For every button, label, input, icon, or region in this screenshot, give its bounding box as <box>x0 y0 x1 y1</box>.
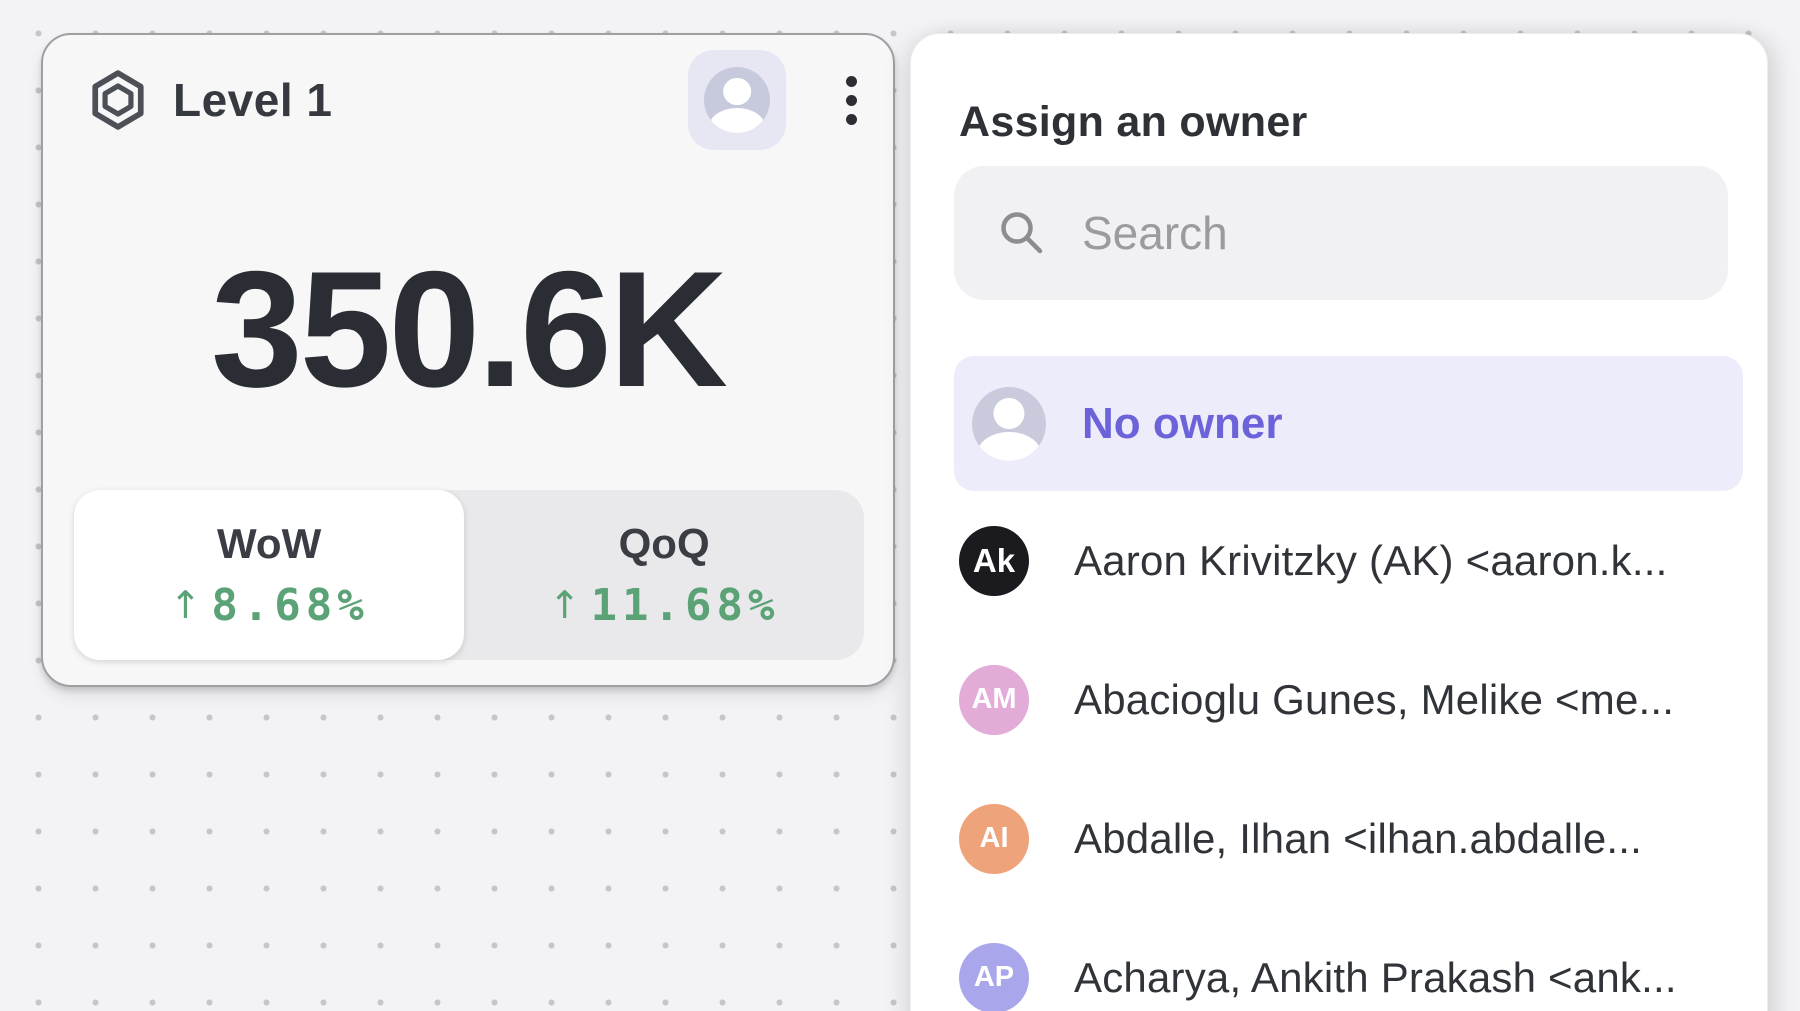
tab-wow-delta-value: 8.68% <box>211 579 369 631</box>
tab-wow[interactable]: WoW ↑ 8.68% <box>74 490 465 660</box>
owner-list: Ak Aaron Krivitzky (AK) <aaron.k... AM A… <box>911 491 1767 1011</box>
panel-title: Assign an owner <box>959 98 1308 146</box>
owner-list-item[interactable]: AP Acharya, Ankith Prakash <ank... <box>911 908 1767 1011</box>
owner-search-box[interactable] <box>954 166 1728 300</box>
no-owner-option[interactable]: No owner <box>954 356 1743 491</box>
owner-avatar-icon <box>704 67 770 133</box>
tab-qoq-delta-value: 11.68% <box>590 579 780 631</box>
avatar: AM <box>959 664 1029 735</box>
assign-owner-button[interactable] <box>688 50 786 150</box>
no-owner-label: No owner <box>1082 398 1283 448</box>
no-owner-avatar-icon <box>972 386 1046 461</box>
up-arrow-icon: ↑ <box>169 583 202 627</box>
tab-wow-label: WoW <box>217 519 322 567</box>
metric-value: 350.6K <box>210 237 728 421</box>
owner-list-item[interactable]: Ak Aaron Krivitzky (AK) <aaron.k... <box>911 491 1767 630</box>
owner-name: Aaron Krivitzky (AK) <aaron.k... <box>1074 536 1668 584</box>
metric-title: Level 1 <box>173 74 333 126</box>
owner-name: Abdalle, Ilhan <ilhan.abdalle... <box>1074 814 1642 862</box>
tab-wow-delta: ↑ 8.68% <box>169 580 368 631</box>
avatar-body-shape <box>708 107 766 133</box>
owner-name: Acharya, Ankith Prakash <ank... <box>1074 953 1677 1001</box>
tab-qoq[interactable]: QoQ ↑ 11.68% <box>464 490 864 660</box>
avatar-head-shape <box>723 77 751 106</box>
owner-name: Abacioglu Gunes, Melike <me... <box>1074 675 1675 723</box>
avatar-head-shape <box>993 398 1025 430</box>
search-icon <box>1001 212 1043 254</box>
owner-list-item[interactable]: AI Abdalle, Ilhan <ilhan.abdalle... <box>911 769 1767 908</box>
tab-qoq-delta: ↑ 11.68% <box>549 580 780 631</box>
avatar: Ak <box>959 525 1029 596</box>
avatar: AI <box>959 803 1029 874</box>
owner-list-item[interactable]: AM Abacioglu Gunes, Melike <me... <box>911 630 1767 769</box>
tab-qoq-label: QoQ <box>618 519 710 567</box>
up-arrow-icon: ↑ <box>548 583 581 627</box>
card-menu-kebab-icon[interactable] <box>838 66 865 135</box>
avatar: AP <box>959 942 1029 1011</box>
avatar-body-shape <box>977 432 1041 461</box>
hexagon-metric-icon <box>92 70 144 130</box>
assign-owner-panel: Assign an owner No owner Ak Aaron Krivit… <box>910 33 1768 1011</box>
period-tab-group: WoW ↑ 8.68% QoQ ↑ 11.68% <box>74 490 864 660</box>
metric-card-header: Level 1 <box>43 35 893 165</box>
search-input[interactable] <box>1080 205 1728 261</box>
metric-card: Level 1 350.6K WoW ↑ 8.68% QoQ <box>41 33 895 687</box>
